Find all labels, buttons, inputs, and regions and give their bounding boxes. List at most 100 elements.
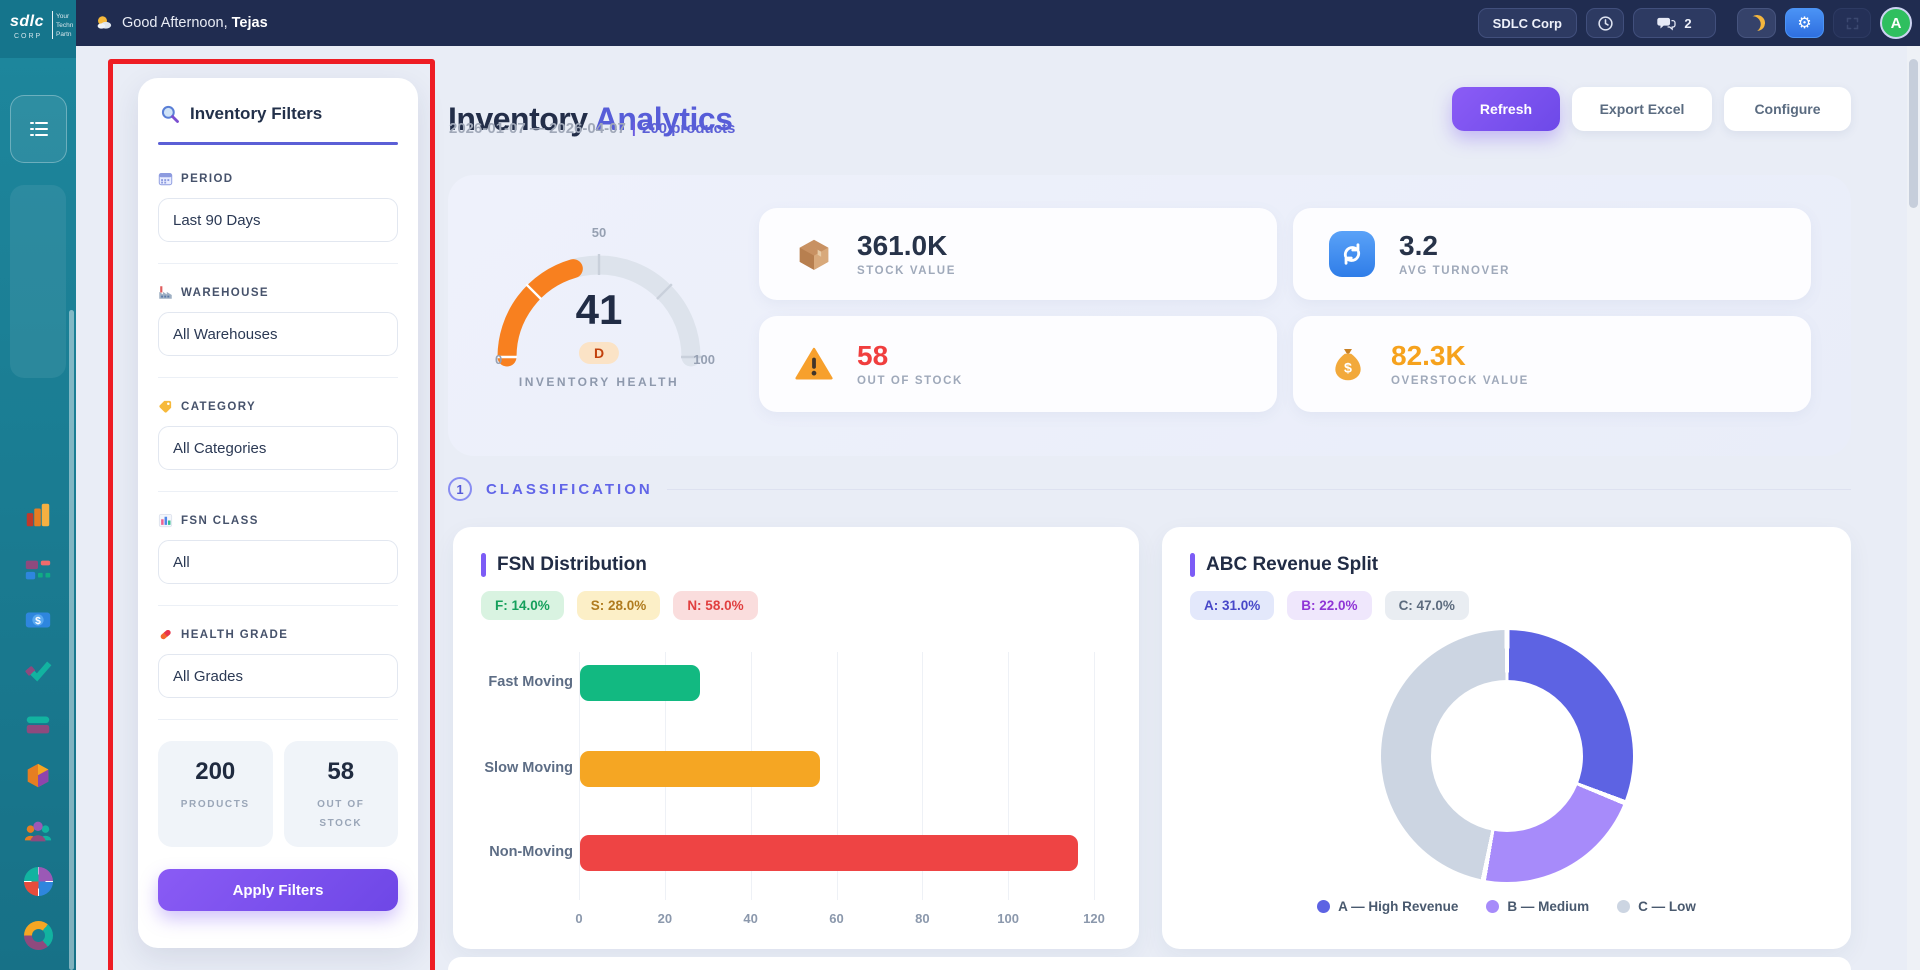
tag-icon bbox=[159, 400, 172, 413]
fsn-x-tick-label: 100 bbox=[997, 911, 1020, 926]
out-of-stock-value: 58 bbox=[857, 340, 889, 372]
rail-scrollbar[interactable] bbox=[69, 310, 74, 970]
overstock-value: 82.3K bbox=[1391, 340, 1466, 372]
inventory-filters-panel: Inventory Filters PERIOD Last 90 Days WA… bbox=[138, 78, 418, 948]
subtitle-separator: | bbox=[631, 120, 636, 137]
fsn-gridline bbox=[836, 652, 838, 900]
fsn-badge-f: F: 14.0% bbox=[481, 591, 564, 620]
fsn-category-label: Non-Moving bbox=[489, 844, 573, 860]
chat-icon bbox=[1657, 17, 1677, 31]
filters-underline bbox=[158, 142, 398, 145]
cube-icon bbox=[27, 763, 49, 788]
pill-icon bbox=[160, 630, 171, 640]
out-of-stock-label: OUT OF STOCK bbox=[317, 799, 365, 829]
fsn-class-select[interactable]: All bbox=[158, 540, 398, 584]
factory-icon bbox=[159, 286, 172, 299]
bar-chart-icon bbox=[26, 503, 50, 527]
fsn-bar-fast-moving bbox=[580, 665, 701, 701]
out-of-stock-card: 58 OUT OF STOCK bbox=[759, 316, 1277, 412]
search-icon bbox=[161, 105, 179, 123]
check-icon bbox=[25, 661, 52, 682]
avg-turnover-value: 3.2 bbox=[1399, 230, 1438, 262]
warehouse-label: WAREHOUSE bbox=[158, 285, 398, 300]
clock-button[interactable] bbox=[1586, 8, 1624, 38]
mini-bar-chart-icon bbox=[158, 513, 173, 528]
section-divider-line bbox=[666, 488, 1851, 490]
apply-filters-button[interactable]: Apply Filters bbox=[158, 869, 398, 911]
avatar[interactable]: A bbox=[1880, 7, 1912, 39]
gear-icon: ⚙ bbox=[1797, 15, 1812, 32]
fsn-card-title: FSN Distribution bbox=[497, 554, 647, 575]
filters-header: Inventory Filters bbox=[160, 104, 398, 124]
configure-button[interactable]: Configure bbox=[1724, 87, 1851, 131]
legend-item-a: A — High Revenue bbox=[1317, 899, 1458, 914]
product-count: 200 products bbox=[642, 120, 736, 137]
pie-icon bbox=[23, 866, 53, 896]
abc-legend: A — High Revenue B — Medium C — Low bbox=[1162, 899, 1851, 914]
abc-donut-chart bbox=[1381, 630, 1633, 882]
out-of-stock-card-label: OUT OF STOCK bbox=[857, 374, 963, 387]
brand-logo[interactable]: sdlc CORP Your Techn Partn bbox=[0, 0, 76, 58]
fsn-badges: F: 14.0% S: 28.0% N: 58.0% bbox=[481, 591, 758, 620]
rail-app-layers[interactable] bbox=[21, 707, 55, 741]
gauge-label: INVENTORY HEALTH bbox=[518, 375, 680, 389]
legend-item-c: C — Low bbox=[1617, 899, 1696, 914]
theme-toggle-button[interactable] bbox=[1737, 8, 1776, 38]
tiles-icon bbox=[25, 560, 51, 580]
top-bar: Good Afternoon, Tejas SDLC Corp 2 ⚙ A bbox=[0, 0, 1920, 46]
accent-bar bbox=[1190, 553, 1195, 577]
rail-app-bar-chart[interactable] bbox=[21, 498, 55, 532]
chat-button[interactable]: 2 bbox=[1633, 8, 1716, 38]
logo-brand-text: sdlc bbox=[10, 13, 45, 30]
avg-turnover-label: AVG TURNOVER bbox=[1399, 264, 1510, 277]
scrollbar-thumb[interactable] bbox=[1909, 59, 1918, 208]
topbar-controls: SDLC Corp 2 ⚙ A bbox=[1477, 7, 1912, 39]
period-select[interactable]: Last 90 Days bbox=[158, 198, 398, 242]
menu-button[interactable] bbox=[10, 95, 67, 163]
people-icon bbox=[24, 821, 52, 842]
abc-card-title: ABC Revenue Split bbox=[1206, 554, 1379, 575]
fsn-distribution-card: FSN Distribution F: 14.0% S: 28.0% N: 58… bbox=[453, 527, 1139, 949]
stock-value-card: 361.0K STOCK VALUE bbox=[759, 208, 1277, 300]
legend-dot-a bbox=[1317, 900, 1331, 913]
page-scrollbar[interactable] bbox=[1907, 46, 1920, 970]
gauge-mid-label: 50 bbox=[591, 225, 607, 240]
money-icon: $ bbox=[25, 612, 51, 628]
warehouse-select[interactable]: All Warehouses bbox=[158, 312, 398, 356]
left-app-rail: $ bbox=[0, 46, 76, 970]
filter-label-text: CATEGORY bbox=[181, 400, 257, 413]
divider bbox=[158, 491, 398, 492]
svg-text:$: $ bbox=[35, 616, 41, 627]
rail-app-ring[interactable] bbox=[21, 918, 55, 952]
svg-text:$: $ bbox=[1344, 361, 1352, 377]
rail-app-money[interactable]: $ bbox=[21, 603, 55, 637]
divider bbox=[158, 263, 398, 264]
gauge-max-label: 100 bbox=[693, 352, 715, 367]
out-of-stock-count: 58 bbox=[327, 758, 355, 785]
export-excel-button[interactable]: Export Excel bbox=[1572, 87, 1712, 131]
rail-app-people[interactable] bbox=[21, 814, 55, 848]
settings-button[interactable]: ⚙ bbox=[1785, 8, 1824, 38]
refresh-button[interactable]: Refresh bbox=[1452, 87, 1560, 131]
filter-label-text: HEALTH GRADE bbox=[181, 628, 289, 641]
health-grade-select[interactable]: All Grades bbox=[158, 654, 398, 698]
fullscreen-button[interactable] bbox=[1833, 8, 1871, 38]
category-select[interactable]: All Categories bbox=[158, 426, 398, 470]
ring-icon bbox=[23, 920, 53, 950]
rail-app-tiles[interactable] bbox=[21, 553, 55, 587]
kpi-band: 0 50 100 41 D INVENTORY HEALTH 361.0K STO… bbox=[448, 175, 1851, 456]
rail-app-cube[interactable] bbox=[21, 759, 55, 793]
rail-app-pie[interactable] bbox=[21, 864, 55, 898]
fsn-x-tick-label: 120 bbox=[1083, 911, 1105, 926]
products-label: PRODUCTS bbox=[180, 799, 250, 810]
fsn-gridline bbox=[1094, 652, 1095, 900]
legend-dot-c bbox=[1617, 900, 1631, 913]
logo-divider bbox=[52, 11, 53, 39]
greeting: Good Afternoon, Tejas bbox=[95, 0, 268, 46]
sun-cloud-icon bbox=[97, 16, 112, 29]
abc-revenue-split-card: ABC Revenue Split A: 31.0% B: 22.0% C: 4… bbox=[1162, 527, 1851, 949]
stock-value-label: STOCK VALUE bbox=[857, 264, 956, 277]
fsn-bar-slow-moving bbox=[580, 751, 821, 787]
org-button[interactable]: SDLC Corp bbox=[1477, 8, 1577, 38]
rail-app-check[interactable] bbox=[21, 652, 55, 686]
